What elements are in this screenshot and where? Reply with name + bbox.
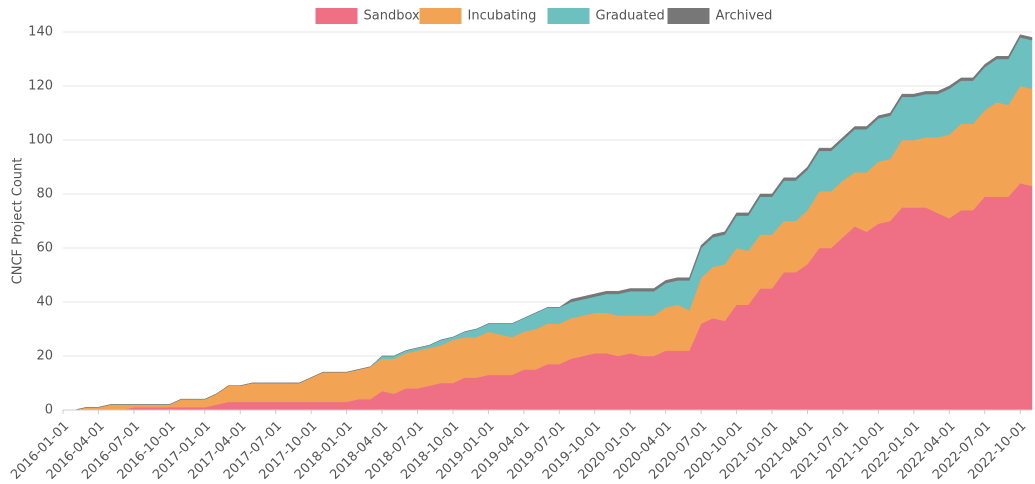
y-tick-label: 120	[28, 79, 53, 94]
legend-label: Graduated	[596, 9, 665, 24]
y-tick-label: 140	[28, 25, 53, 40]
y-tick-label: 40	[36, 295, 53, 310]
y-tick-label: 60	[36, 241, 53, 256]
legend-swatch	[667, 8, 710, 24]
y-axis-label: CNCF Project Count	[11, 158, 26, 285]
area	[63, 34, 1033, 411]
legend-label: Incubating	[468, 9, 537, 24]
legend-label: Archived	[716, 9, 773, 24]
legend-swatch	[547, 8, 590, 24]
legend-swatch	[419, 8, 462, 24]
legend-label: Sandbox	[364, 9, 421, 24]
y-tick-label: 20	[36, 349, 53, 364]
y-tick-label: 100	[28, 133, 53, 148]
legend-swatch	[315, 8, 358, 24]
y-tick-label: 80	[36, 187, 53, 202]
y-tick-label: 0	[45, 403, 53, 418]
